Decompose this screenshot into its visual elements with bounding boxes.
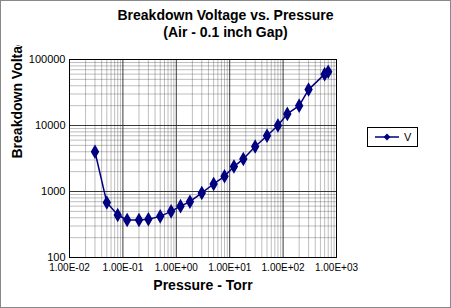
svg-text:1.00E-01: 1.00E-01 [103,262,144,273]
svg-text:1.00E+01: 1.00E+01 [208,262,252,273]
svg-text:100000: 100000 [29,53,66,65]
svg-text:10000: 10000 [35,119,66,131]
svg-text:1.00E+02: 1.00E+02 [262,262,306,273]
svg-text:1.00E+03: 1.00E+03 [315,262,359,273]
html-text:(Air - 0.1 inch Gap): (Air - 0.1 inch Gap) [163,24,288,40]
svg-text:Pressure - Torr: Pressure - Torr [153,277,253,293]
svg-text:1000: 1000 [41,185,65,197]
svg-text:Breakdown Voltage: Breakdown Voltage [9,45,25,159]
html-text:V: V [404,131,412,143]
svg-text:100: 100 [47,251,65,263]
html-text:Breakdown Voltage vs. Pressure: Breakdown Voltage vs. Pressure [117,7,334,23]
svg-text:1.00E-02: 1.00E-02 [49,262,90,273]
svg-text:1.00E+00: 1.00E+00 [155,262,199,273]
